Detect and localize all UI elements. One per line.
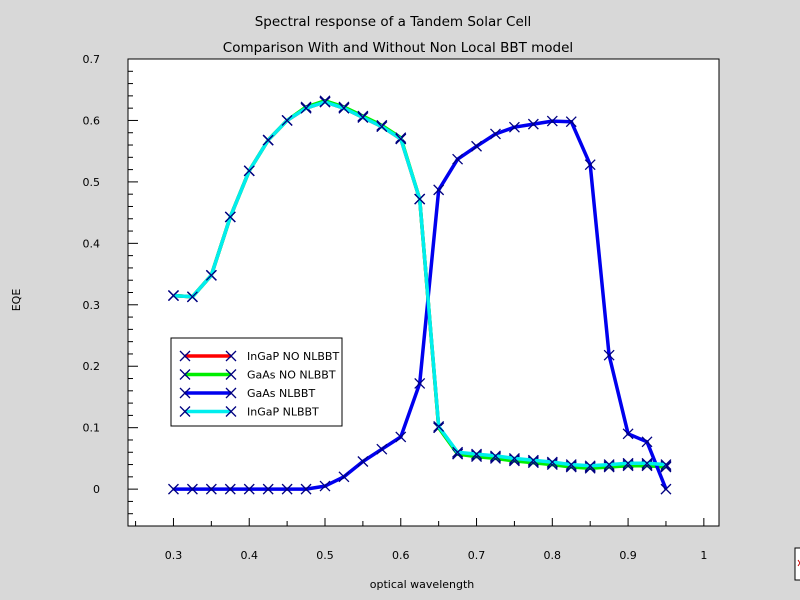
legend-marker (225, 406, 237, 417)
data-point (243, 165, 255, 177)
y-tick-label: 0.1 (83, 422, 101, 435)
legend-marker (179, 387, 191, 399)
data-point (338, 471, 350, 483)
legend-label: InGaP NO NLBBT (247, 350, 339, 363)
data-point (224, 211, 236, 223)
legend: InGaP NO NLBBT GaAs NO NLBBT GaAs NLBBT InG… (170, 337, 343, 427)
data-point (281, 114, 293, 126)
y-tick-label: 0.2 (83, 360, 101, 373)
legend-marker (179, 369, 191, 380)
data-point (395, 133, 407, 145)
legend-label: InGaP NLBBT (247, 406, 319, 419)
y-tick-label: 0 (93, 483, 100, 496)
y-tick-label: 0.4 (83, 237, 101, 250)
data-point (508, 452, 520, 464)
data-point (660, 483, 672, 495)
data-point (376, 443, 388, 455)
x-tick-label: 1 (700, 549, 707, 562)
data-point (262, 483, 274, 495)
legend-marker (179, 406, 191, 417)
data-point (168, 290, 179, 302)
data-point (660, 459, 672, 471)
legend-marker (225, 350, 237, 362)
x-tick-label: 0.7 (468, 549, 486, 562)
data-point (452, 446, 464, 458)
data-point (414, 377, 426, 389)
data-point (300, 483, 312, 495)
data-point (376, 121, 388, 133)
y-tick-label: 0.7 (83, 53, 101, 66)
data-point (262, 134, 274, 146)
data-point (395, 431, 407, 443)
data-point (319, 480, 331, 492)
data-point (433, 184, 445, 196)
x-tick-label: 0.3 (165, 549, 183, 562)
data-point (319, 96, 331, 108)
legend-marker (225, 387, 237, 399)
y-axis-label: EQE (10, 289, 23, 312)
x-axis-label: optical wavelength (370, 578, 475, 591)
data-point (452, 153, 464, 165)
chart-subtitle: Comparison With and Without Non Local BB… (223, 40, 573, 56)
data-point (300, 102, 312, 114)
data-point (622, 428, 634, 440)
data-point (205, 483, 217, 495)
data-point (414, 193, 426, 205)
legend-marker (179, 350, 191, 362)
data-point (357, 456, 369, 467)
x-tick-label: 0.9 (619, 549, 637, 562)
data-point (471, 448, 482, 460)
data-point (243, 483, 255, 495)
data-point (490, 128, 501, 140)
series-3 (168, 96, 672, 472)
data-point (433, 420, 445, 432)
legend-handle[interactable] (794, 547, 800, 581)
y-tick-label: 0.5 (83, 176, 101, 189)
data-point (641, 436, 653, 448)
data-point (546, 115, 558, 127)
data-point (168, 483, 179, 495)
series-layer (168, 95, 672, 495)
data-point (186, 483, 198, 495)
axes: 0.3 0.4 0.5 0.6 0.7 0.8 0.9 1 0 0.1 0.2 0.3 0.4 0.5 0.… (83, 53, 708, 562)
data-point (641, 457, 653, 469)
data-point (584, 159, 596, 171)
x-tick-label: 0.4 (240, 549, 258, 562)
data-point (205, 269, 217, 281)
data-point (565, 116, 577, 128)
x-tick-label: 0.8 (544, 549, 562, 562)
legend-label: GaAs NO NLBBT (247, 369, 336, 382)
data-point (224, 483, 236, 495)
data-point (490, 450, 501, 462)
data-point (471, 140, 482, 152)
data-point (281, 483, 293, 495)
x-tick-label: 0.5 (316, 549, 334, 562)
plot-area (127, 58, 720, 527)
data-point (338, 102, 350, 114)
series-2 (168, 115, 672, 495)
data-point (584, 460, 596, 472)
data-point (357, 111, 369, 123)
data-point (603, 459, 615, 471)
y-tick-label: 0.6 (83, 114, 101, 127)
data-point (546, 456, 558, 468)
legend-label: GaAs NLBBT (247, 387, 315, 400)
data-point (508, 121, 520, 133)
data-point (622, 457, 634, 469)
data-point (527, 454, 539, 466)
legend-handle-icon (797, 559, 800, 567)
data-point (186, 291, 198, 303)
x-tick-label: 0.6 (392, 549, 410, 562)
legend-marker (225, 369, 237, 380)
chart-title: Spectral response of a Tandem Solar Cell (255, 14, 532, 30)
y-tick-label: 0.3 (83, 299, 101, 312)
data-point (452, 448, 464, 460)
data-point (527, 118, 539, 130)
data-point (603, 349, 615, 361)
data-point (565, 459, 577, 471)
